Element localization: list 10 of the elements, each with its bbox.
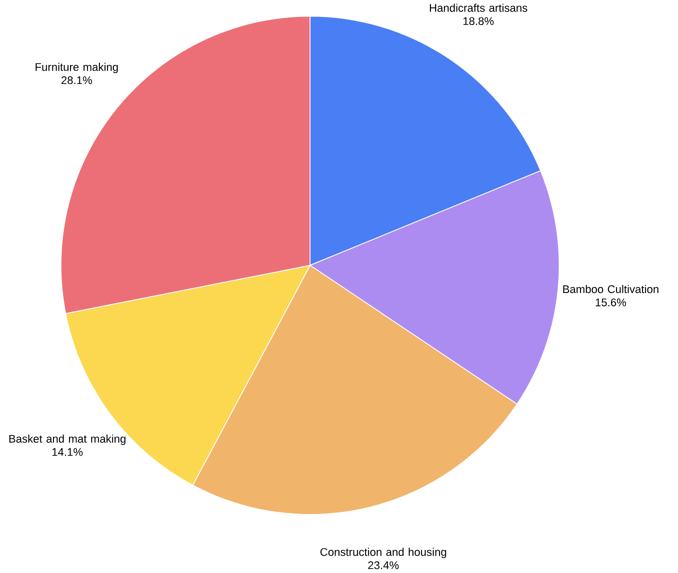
data-label: 14.1% bbox=[52, 448, 83, 456]
data-label: 18.8% bbox=[463, 17, 494, 26]
data-label: 15.6% bbox=[596, 298, 626, 306]
slice-label: Handicrafts artisans bbox=[430, 4, 528, 12]
slice-label: Construction and housing bbox=[320, 548, 446, 558]
data-label: 28.1% bbox=[61, 76, 92, 84]
data-label: 23.4% bbox=[368, 561, 399, 570]
slice-label: Basket and mat making bbox=[9, 434, 126, 445]
slice-label: Bamboo Cultivation bbox=[563, 285, 658, 294]
slice-label: Furniture making bbox=[36, 62, 118, 74]
